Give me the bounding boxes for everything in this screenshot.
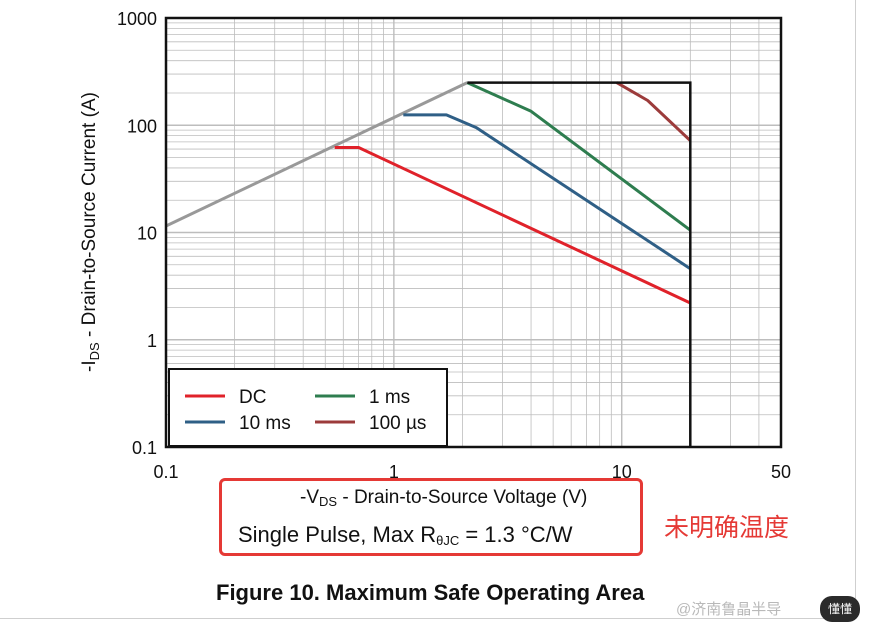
caption-highlight-box bbox=[219, 478, 643, 556]
y-tick-label: 0.1 bbox=[132, 438, 157, 458]
legend-label: 100 µs bbox=[369, 413, 426, 434]
figure-title: Figure 10. Maximum Safe Operating Area bbox=[216, 580, 645, 605]
rdson-limit-line bbox=[165, 81, 468, 228]
condition-sub: θJC bbox=[436, 533, 460, 548]
series-line-100-µs bbox=[615, 81, 692, 142]
series-line-1-ms bbox=[466, 81, 692, 232]
x-axis-label-sub: DS bbox=[319, 494, 338, 509]
y-axis-label-rest: - Drain-to-Source Current (A) bbox=[79, 92, 100, 342]
legend-box bbox=[168, 368, 448, 447]
x-tick-label: 50 bbox=[771, 462, 791, 482]
chart-series bbox=[165, 81, 692, 447]
y-axis-label-sub: DS bbox=[87, 342, 102, 360]
x-tick-label: 1 bbox=[389, 462, 399, 482]
chart-ticks: 0.1 1 10 50 0.1 1 10 100 1000 bbox=[117, 9, 791, 482]
condition-rest: = 1.3 °C/W bbox=[459, 522, 573, 547]
x-tick-label: 10 bbox=[612, 462, 632, 482]
soa-boundary-line bbox=[467, 81, 692, 447]
plot-frame bbox=[164, 16, 783, 449]
legend-label: 1 ms bbox=[369, 387, 410, 408]
watermark: @济南鲁晶半导 bbox=[676, 601, 782, 618]
x-axis-label: -VDS - Drain-to-Source Voltage (V) bbox=[300, 487, 587, 509]
chart-legend: DC 1 ms 10 ms 100 µs bbox=[168, 368, 448, 447]
y-tick-label: 1000 bbox=[117, 9, 157, 29]
series-line-10-ms bbox=[403, 113, 692, 270]
temperature-note: 未明确温度 bbox=[664, 514, 790, 542]
y-tick-label: 10 bbox=[137, 224, 157, 244]
x-axis-label-rest: - Drain-to-Source Voltage (V) bbox=[337, 487, 588, 508]
legend-label: DC bbox=[239, 387, 266, 408]
page-border bbox=[0, 0, 856, 619]
y-axis-label: -IDS - Drain-to-Source Current (A) bbox=[79, 92, 102, 372]
legend-label: 10 ms bbox=[239, 413, 291, 434]
y-tick-label: 100 bbox=[127, 116, 157, 136]
x-axis-label-prefix: -V bbox=[300, 487, 319, 508]
test-condition: Single Pulse, Max RθJC = 1.3 °C/W bbox=[238, 522, 573, 548]
condition-prefix: Single Pulse, Max R bbox=[238, 522, 437, 547]
series-line-dc bbox=[334, 146, 691, 305]
watermark-badge: 懂懂 bbox=[820, 596, 860, 622]
x-tick-label: 0.1 bbox=[153, 462, 178, 482]
y-tick-label: 1 bbox=[147, 331, 157, 351]
y-axis-label-prefix: -I bbox=[79, 360, 100, 372]
